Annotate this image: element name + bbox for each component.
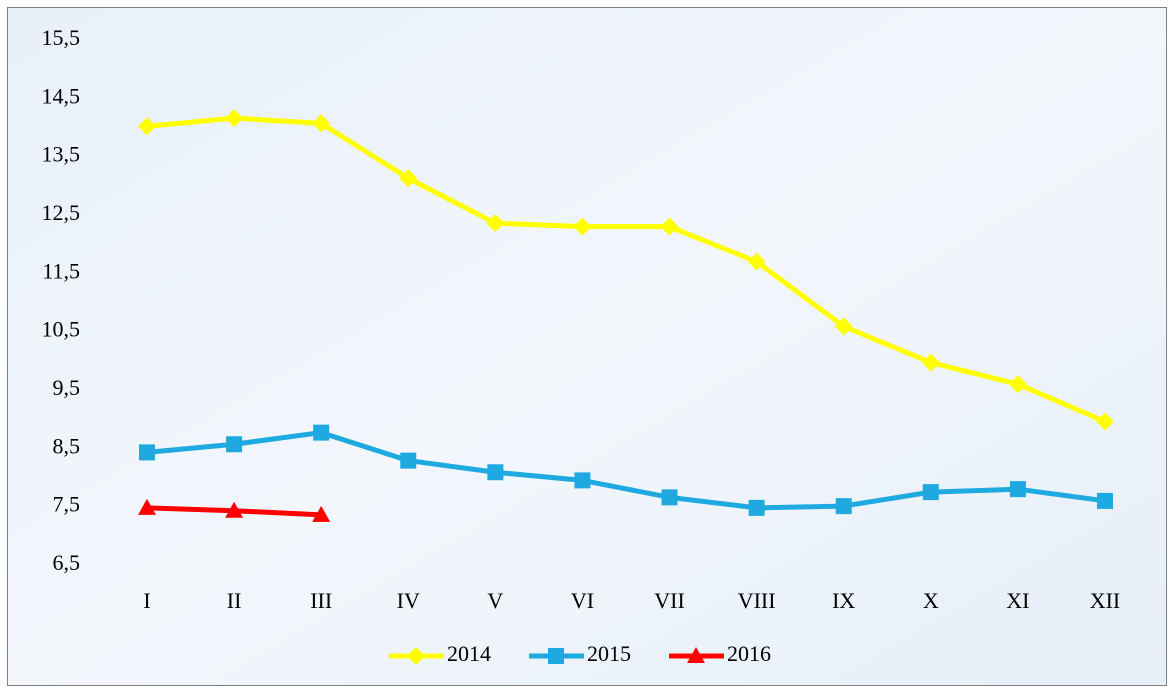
legend-marker bbox=[687, 647, 705, 663]
data-point bbox=[921, 353, 940, 372]
x-tick-label: II bbox=[227, 588, 242, 613]
x-tick-label: III bbox=[310, 588, 332, 613]
x-tick-label: I bbox=[143, 588, 150, 613]
data-point bbox=[486, 214, 505, 233]
legend-label: 2014 bbox=[447, 641, 491, 666]
data-point bbox=[835, 498, 852, 515]
x-tick-label: IV bbox=[397, 588, 420, 613]
chart-frame bbox=[7, 7, 1167, 686]
data-point bbox=[226, 436, 243, 453]
data-point bbox=[138, 498, 156, 515]
x-tick-label: VII bbox=[654, 588, 685, 613]
data-point bbox=[225, 109, 244, 128]
y-tick-label: 8,5 bbox=[53, 433, 81, 458]
y-tick-label: 10,5 bbox=[42, 317, 81, 342]
data-point bbox=[834, 317, 853, 336]
series-line bbox=[146, 430, 1106, 511]
y-tick-label: 9,5 bbox=[53, 375, 81, 400]
data-point bbox=[661, 489, 678, 506]
x-tick-label: XI bbox=[1006, 588, 1029, 613]
legend-label: 2015 bbox=[587, 641, 631, 666]
x-tick-label: VIII bbox=[738, 588, 776, 613]
data-point bbox=[747, 252, 766, 271]
data-point bbox=[313, 424, 330, 441]
y-tick-label: 13,5 bbox=[42, 142, 81, 167]
legend-marker bbox=[407, 647, 425, 665]
data-point bbox=[660, 217, 679, 236]
data-point bbox=[312, 114, 331, 133]
data-point bbox=[922, 484, 939, 501]
legend-marker bbox=[548, 648, 564, 664]
y-tick-label: 7,5 bbox=[53, 492, 81, 517]
data-point bbox=[574, 472, 591, 489]
data-point bbox=[1096, 412, 1114, 431]
y-tick-label: 14,5 bbox=[42, 83, 81, 108]
data-point bbox=[312, 505, 331, 522]
x-tick-label: V bbox=[487, 588, 503, 613]
data-point bbox=[225, 501, 244, 518]
x-tick-label: X bbox=[923, 588, 939, 613]
series-line bbox=[146, 115, 1106, 424]
legend-label: 2016 bbox=[727, 641, 771, 666]
data-point bbox=[139, 444, 155, 461]
data-point bbox=[487, 464, 504, 481]
x-tick-label: IX bbox=[832, 588, 855, 613]
y-tick-label: 11,5 bbox=[42, 258, 80, 283]
data-point bbox=[1097, 492, 1113, 509]
y-tick-label: 12,5 bbox=[42, 200, 81, 225]
y-tick-label: 6,5 bbox=[53, 550, 81, 575]
data-point bbox=[1008, 375, 1027, 394]
data-point bbox=[573, 217, 592, 236]
data-point bbox=[138, 117, 156, 136]
x-tick-label: VI bbox=[571, 588, 594, 613]
x-tick-label: XII bbox=[1090, 588, 1121, 613]
y-tick-label: 15,5 bbox=[42, 25, 81, 50]
data-point bbox=[399, 169, 418, 188]
data-point bbox=[1009, 481, 1026, 498]
data-point bbox=[400, 452, 417, 469]
data-point bbox=[748, 499, 765, 516]
